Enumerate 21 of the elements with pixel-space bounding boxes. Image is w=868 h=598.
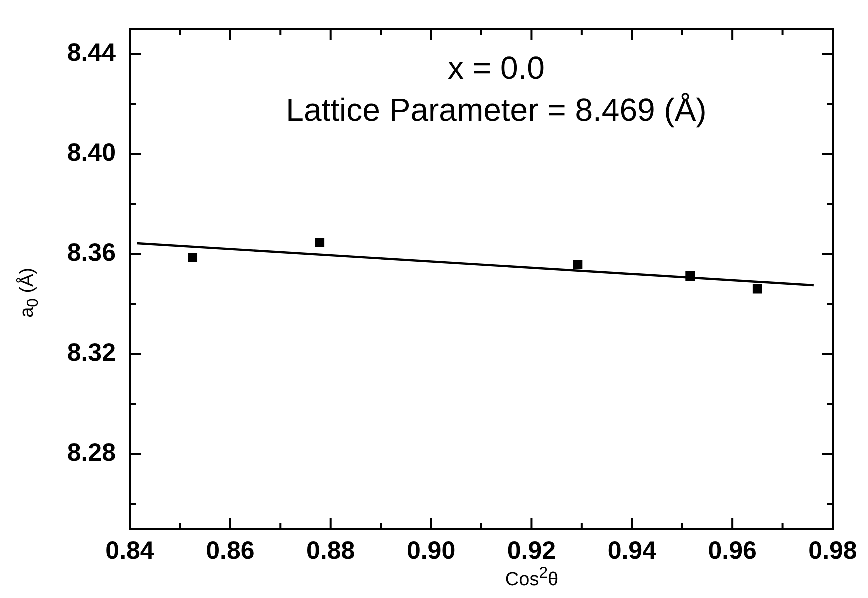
x-tick-label: 0.96 [708,536,757,565]
y-tick-label: 8.28 [67,438,116,467]
point [752,284,762,294]
y-tick-label: 8.32 [67,338,116,367]
x-tick-label: 0.94 [608,536,657,565]
x-axis-title: Cos$^{2}$θ [504,565,560,592]
annotation: x = 0.0 [447,50,546,87]
y-tick-label: 8.40 [67,138,116,167]
x-tick-label: 0.88 [306,536,356,565]
point [686,272,696,281]
annotation: Lattice Parameter = 8.469 (Å) [285,92,708,129]
y-tick-label: 8.44 [67,38,116,67]
point [573,260,583,270]
x-tick-label: 0.92 [507,536,556,565]
x-tick-label: 0.90 [406,536,456,565]
x-tick-label: 0.98 [808,536,858,565]
y-tick-label: 8.36 [67,238,116,267]
point [315,238,325,248]
x-tick-label: 0.86 [206,536,255,565]
point [188,253,198,262]
x-tick-label: 0.84 [106,536,154,565]
